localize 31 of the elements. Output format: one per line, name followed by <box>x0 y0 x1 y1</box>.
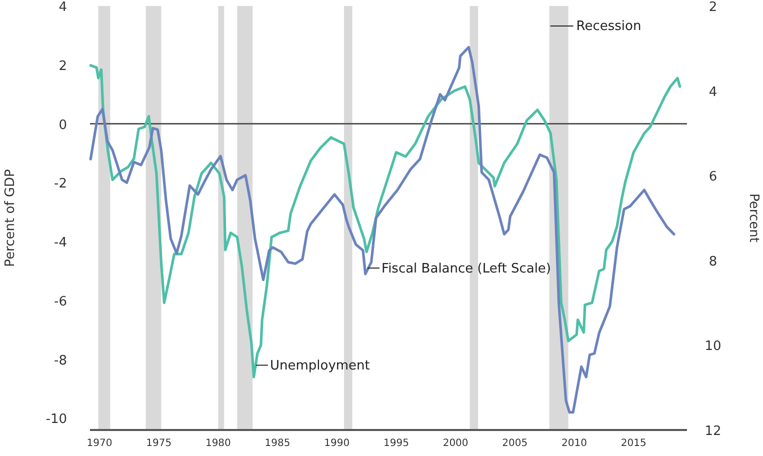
y-tick-label: 0 <box>58 118 67 133</box>
y2-tick-label: 12 <box>704 424 722 439</box>
x-tick-label: 1995 <box>383 438 409 449</box>
y-tick-label: -2 <box>54 176 67 192</box>
band-label: Recession <box>576 19 642 34</box>
y-axis-title: Percent of GDP <box>3 169 18 267</box>
y2-axis-title: Percent <box>746 194 761 242</box>
x-tick-label: 2010 <box>562 438 587 449</box>
y2-tick-label: 4 <box>708 84 718 100</box>
y-tick-label: -6 <box>54 294 67 310</box>
y-tick-label: 2 <box>58 58 67 74</box>
x-tick-label: 2015 <box>620 438 646 449</box>
y2-tick-label: 8 <box>708 254 718 270</box>
y-tick-label: -4 <box>54 236 67 251</box>
y2-tick-label: 10 <box>704 339 722 354</box>
x-tick-label: 1975 <box>146 438 172 449</box>
line-series <box>89 46 676 414</box>
x-tick-label: 2005 <box>502 438 528 449</box>
x-tick-label: 1985 <box>264 438 290 449</box>
y2-tick-label: 2 <box>708 0 718 15</box>
x-tick-label: 1990 <box>324 438 350 449</box>
y-tick-label: -8 <box>54 353 67 368</box>
line-series <box>89 64 682 378</box>
x-tick-label: 1980 <box>205 438 231 449</box>
annotation: Fiscal Balance (Left Scale) <box>382 262 552 277</box>
annotation: Unemployment <box>270 358 370 374</box>
y2-tick-label: 6 <box>708 170 718 185</box>
y-tick-label: 4 <box>58 0 67 15</box>
y-tick-label: -10 <box>46 412 67 428</box>
x-tick-label: 2000 <box>442 438 468 449</box>
x-tick-label: 1970 <box>86 438 112 449</box>
